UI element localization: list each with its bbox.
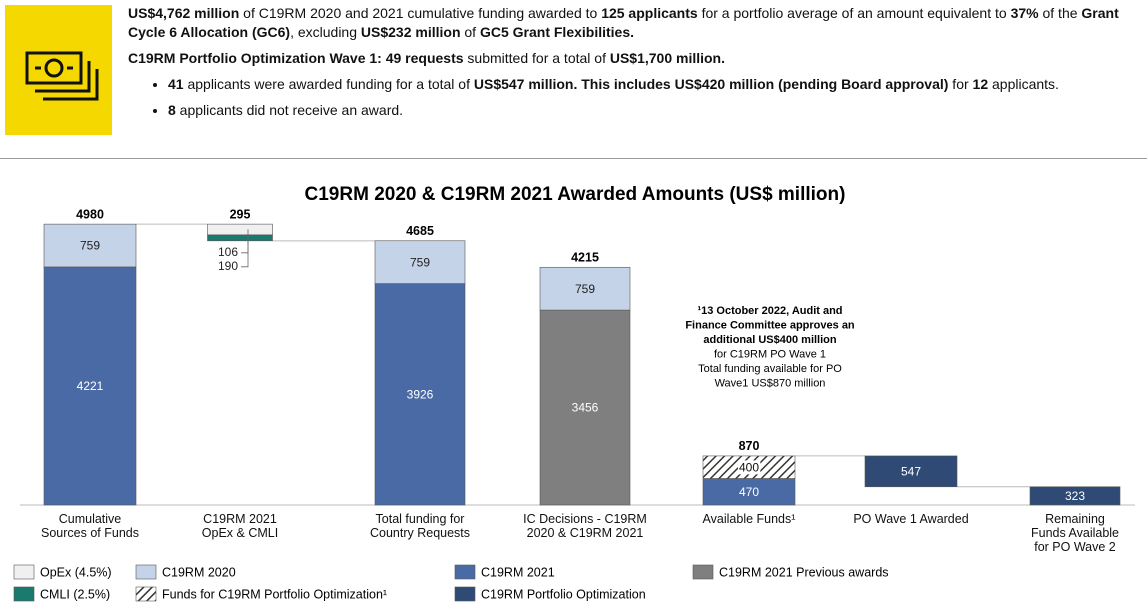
segment-label: 759: [410, 255, 430, 269]
label-bg: [737, 460, 761, 475]
header-run: GC5 Grant Flexibilities.: [479, 24, 635, 40]
legend-swatch: [135, 564, 157, 580]
header-run: of the: [1038, 5, 1082, 21]
bar-segment: [539, 309, 631, 506]
bar-segment: [374, 283, 466, 506]
x-tick-label: Available Funds¹: [702, 512, 796, 526]
total-label: 295: [230, 207, 251, 221]
bar-segment: [43, 223, 137, 268]
legend-swatch: [13, 586, 35, 602]
annotation: Total funding available for PO: [698, 363, 842, 375]
header-run: 12: [972, 76, 989, 92]
legend-label: C19RM Portfolio Optimization: [481, 587, 646, 601]
segment-label: 759: [80, 239, 100, 253]
x-tick-label: Remaining Funds Available for PO Wave 2: [1030, 512, 1120, 554]
header-run: Grant Cycle 6 Allocation (GC6): [128, 5, 1119, 40]
total-label: 4685: [406, 224, 434, 238]
annotation: ¹13 October 2022, Audit and: [697, 305, 842, 317]
legend-swatch: [13, 564, 35, 580]
segment-label: 190: [218, 259, 238, 273]
total-label: 4215: [571, 251, 599, 265]
header-run: 125 applicants: [601, 5, 698, 21]
legend-label: Funds for C19RM Portfolio Optimization¹: [162, 587, 387, 601]
header-run: US$547 million. This includes US$420 mil…: [473, 76, 949, 92]
segment-label: 759: [575, 282, 595, 296]
header-run: 37%: [1010, 5, 1039, 21]
header-run: applicants did not receive an award.: [175, 102, 404, 118]
header-run: US$232 million: [360, 24, 461, 40]
bar-segment: [702, 478, 796, 506]
bar-segment: [539, 266, 631, 311]
segment-label: 470: [739, 485, 759, 499]
legend-label: CMLI (2.5%): [40, 587, 110, 601]
header-run: applicants were awarded funding for a to…: [183, 76, 474, 92]
bar-segment: [1029, 486, 1121, 506]
header-run: 41: [168, 76, 184, 92]
header-run: C19RM Portfolio Optimization Wave 1: 49 …: [128, 50, 464, 66]
legend-label: OpEx (4.5%): [40, 565, 112, 579]
paragraph: US$4,762 million of C19RM 2020 and 2021 …: [128, 4, 1138, 42]
bullet: 41 applicants were awarded funding for a…: [168, 75, 1138, 94]
chart-title: C19RM 2020 & C19RM 2021 Awarded Amounts …: [305, 184, 846, 205]
x-tick-label: IC Decisions - C19RM 2020 & C19RM 2021: [523, 512, 647, 540]
header-run: for: [948, 76, 973, 92]
header-text: US$4,762 million of C19RM 2020 and 2021 …: [128, 4, 1138, 127]
legend-swatch: [692, 564, 714, 580]
separator: [0, 158, 1147, 159]
legend-label: C19RM 2021: [481, 565, 555, 579]
annotation: Finance Committee approves an: [685, 319, 855, 331]
annotation: for C19RM PO Wave 1: [714, 348, 826, 360]
segment-label: 4221: [77, 379, 104, 393]
x-tick-label: Cumulative Sources of Funds: [41, 512, 139, 540]
total-label: 870: [739, 439, 760, 453]
bar-segment: [374, 240, 466, 284]
segment-label: 547: [901, 465, 921, 479]
annotation: Wave1 US$870 million: [715, 377, 826, 389]
legend-label: C19RM 2020: [162, 565, 236, 579]
bar-segment: [864, 455, 958, 488]
icon-graphic: [25, 51, 99, 101]
segment-label: 3926: [407, 387, 434, 401]
legend-swatch: [135, 586, 157, 602]
segment-label: 106: [218, 245, 238, 259]
bullet: 8 applicants did not receive an award.: [168, 101, 1138, 120]
header-run: US$4,762 million: [128, 5, 240, 21]
bullet-list: 41 applicants were awarded funding for a…: [128, 75, 1138, 120]
x-tick-label: C19RM 2021 OpEx & CMLI: [201, 512, 279, 540]
header-run: of C19RM 2020 and 2021 cumulative fundin…: [239, 5, 602, 21]
x-tick-label: PO Wave 1 Awarded: [853, 512, 969, 526]
x-tick-label: Total funding for Country Requests: [369, 512, 471, 540]
header-run: applicants.: [988, 76, 1059, 92]
legend-swatch: [454, 586, 476, 602]
money-icon: [5, 5, 112, 135]
header-run: of: [460, 24, 480, 40]
annotation: additional US$400 million: [703, 334, 837, 346]
header-run: for a portfolio average of an amount equ…: [697, 5, 1011, 21]
segment-label: 323: [1065, 489, 1085, 503]
leader-line: [241, 229, 249, 268]
total-label: 4980: [76, 207, 104, 221]
paragraph: C19RM Portfolio Optimization Wave 1: 49 …: [128, 49, 1138, 68]
header-run: , excluding: [290, 24, 361, 40]
header-run: US$1,700 million.: [609, 50, 726, 66]
segment-label: 3456: [572, 401, 599, 415]
bar-segment: [43, 266, 137, 506]
header-run: 8: [168, 102, 176, 118]
segment-label: 400: [739, 460, 759, 474]
legend-label: C19RM 2021 Previous awards: [719, 565, 889, 579]
bar-segment: [207, 223, 273, 236]
bar-segment: [207, 234, 273, 242]
header-run: submitted for a total of: [463, 50, 610, 66]
legend-swatch: [454, 564, 476, 580]
